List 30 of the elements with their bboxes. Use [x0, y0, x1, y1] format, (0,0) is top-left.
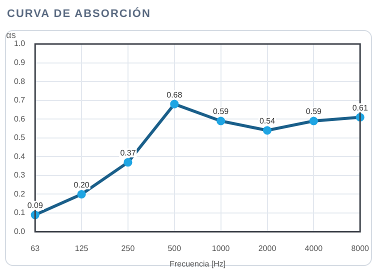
x-tick-label: 125 — [74, 244, 89, 253]
data-label: 0.59 — [213, 107, 230, 116]
y-tick-label: 0.3 — [14, 170, 26, 180]
y-tick-label: 0.4 — [14, 152, 26, 161]
data-label: 0.37 — [120, 148, 136, 158]
y-tick-label: 0.0 — [14, 227, 26, 236]
x-tick-label: 1000 — [212, 244, 230, 253]
y-axis-title: αs — [6, 30, 16, 40]
data-label: 0.59 — [306, 107, 322, 116]
y-tick-label: 0.8 — [14, 76, 26, 86]
y-tick-label: 0.2 — [14, 189, 26, 198]
x-axis-title: Frecuencia [Hz] — [170, 259, 226, 268]
data-label: 0.20 — [74, 180, 90, 190]
y-tick-label: 1.0 — [14, 39, 26, 48]
x-tick-label: 250 — [121, 244, 136, 253]
y-tick-label: 0.6 — [14, 114, 26, 124]
x-tick-label: 63 — [30, 244, 40, 253]
data-label: 0.54 — [259, 116, 276, 126]
x-tick-label: 4000 — [304, 244, 324, 253]
chart-title: CURVA DE ABSORCIÓN — [7, 8, 151, 20]
y-tick-label: 0.5 — [14, 133, 26, 142]
x-tick-label: 500 — [168, 244, 182, 253]
x-tick-label: 8000 — [351, 244, 370, 253]
y-tick-label: 0.7 — [14, 96, 26, 105]
x-tick-label: 2000 — [258, 244, 277, 253]
data-label: 0.61 — [352, 103, 368, 112]
data-label: 0.09 — [27, 201, 44, 210]
y-tick-label: 0.9 — [14, 58, 26, 67]
y-tick-label: 0.1 — [14, 208, 26, 218]
data-label: 0.68 — [166, 90, 183, 100]
